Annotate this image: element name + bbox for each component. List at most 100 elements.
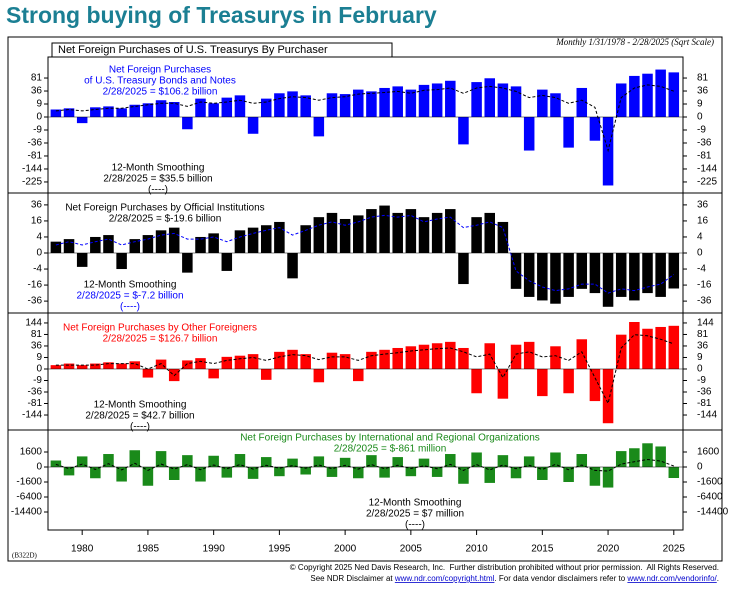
bar (471, 82, 482, 118)
series-label: 12-Month Smoothing (112, 163, 205, 174)
subtitle: Monthly 1/31/1978 - 2/28/2025 (Sqrt Scal… (555, 37, 714, 47)
x-tick-label: 2025 (663, 544, 686, 555)
bar (208, 368, 219, 379)
bar (589, 117, 601, 141)
bar (221, 97, 233, 118)
bar (537, 253, 548, 301)
bar (510, 86, 522, 118)
bar (76, 365, 88, 369)
bar (247, 117, 259, 134)
series-note: 2/28/2025 = $42.7 billion (85, 411, 194, 422)
legend-symbol: (----) (405, 520, 425, 531)
bar (655, 253, 666, 297)
bar (537, 467, 548, 480)
bar (182, 455, 193, 468)
bar (379, 349, 390, 369)
bar (287, 349, 298, 369)
y-tick-label: -36 (28, 387, 43, 398)
bar (379, 467, 390, 478)
legend-symbol: (----) (120, 302, 140, 313)
footer-link[interactable]: www.ndr.com/copyright.html (394, 574, 495, 583)
bar (484, 212, 495, 253)
y-tick-label-right: -225 (697, 177, 717, 188)
series-label: Net Foreign Purchases by Official Instit… (65, 203, 264, 214)
bar (50, 365, 62, 369)
bar (313, 217, 325, 253)
series-note: 2/28/2025 = $106.2 billion (103, 87, 218, 98)
bar (445, 209, 456, 253)
y-tick-label: -36 (28, 296, 43, 307)
y-tick-label: 4 (36, 232, 42, 243)
y-tick-label: -6400 (16, 492, 42, 503)
bar (287, 253, 298, 279)
bar (602, 253, 614, 307)
bar (629, 75, 640, 118)
y-tick-label: -144 (22, 410, 42, 421)
bar (90, 363, 101, 369)
y-tick-label: 0 (36, 364, 42, 375)
bar (142, 467, 154, 486)
y-tick-label-right: -14400 (697, 507, 729, 518)
series-label: 12-Month Smoothing (369, 498, 462, 509)
bar (326, 93, 338, 118)
bar (208, 455, 219, 468)
x-tick-label: 2000 (334, 544, 357, 555)
bar (90, 467, 101, 479)
series-note: 2/28/2025 = $35.5 billion (103, 174, 212, 185)
y-tick-label: -144 (22, 164, 42, 175)
y-tick-label: 0 (36, 248, 42, 259)
bar (326, 352, 338, 369)
y-tick-label: 16 (31, 216, 43, 227)
bar (550, 452, 561, 468)
y-tick-label: 0 (36, 112, 42, 123)
y-tick-label: 81 (31, 73, 43, 84)
y-tick-label-right: 0 (697, 462, 703, 473)
bar (668, 325, 680, 369)
bar (576, 339, 588, 369)
bar (458, 347, 469, 369)
bar (629, 253, 640, 301)
bar (76, 253, 88, 267)
bar (392, 86, 403, 118)
bar (195, 236, 206, 253)
y-tick-label-right: -144 (697, 164, 717, 175)
bar (287, 458, 298, 468)
bar (458, 467, 469, 484)
bar (326, 212, 338, 253)
footer-link[interactable]: www.ndr.com/vendorinfo/ (626, 574, 717, 583)
series-label: 12-Month Smoothing (84, 280, 177, 291)
series-note: 2/28/2025 = $-7.2 billion (76, 291, 183, 302)
bar (668, 467, 680, 479)
bar (615, 451, 627, 468)
bar (155, 100, 167, 118)
bar (195, 98, 206, 118)
bar (471, 452, 482, 468)
y-tick-label-right: -36 (697, 296, 712, 307)
bar (550, 253, 561, 304)
y-tick-label: -14400 (11, 507, 43, 518)
bar (260, 225, 272, 253)
series-label: Net Foreign Purchases (109, 65, 211, 76)
y-tick-label-right: 1600 (697, 447, 720, 458)
bar (353, 368, 364, 382)
chart-title: Net Foreign Purchases of U.S. Treasurys … (58, 44, 328, 56)
x-tick-label: 1980 (71, 544, 94, 555)
bar (208, 103, 219, 118)
footer-text: . For data vendor disclaimers refer to (494, 574, 627, 583)
y-tick-label: 36 (31, 341, 43, 352)
bar (366, 455, 377, 468)
y-tick-label-right: 81 (697, 73, 709, 84)
bar (550, 346, 561, 369)
bar (234, 355, 246, 369)
y-tick-label: -4 (33, 264, 42, 275)
bar (50, 460, 62, 468)
bar (510, 253, 522, 289)
y-tick-label-right: -1600 (697, 477, 723, 488)
bar (353, 467, 364, 479)
bar (523, 253, 535, 297)
bar (274, 93, 285, 118)
footer-disclaimer: See NDR Disclaimer at www.ndr.com/copyri… (310, 574, 719, 583)
bar (366, 351, 377, 369)
y-tick-label-right: 16 (697, 216, 709, 227)
